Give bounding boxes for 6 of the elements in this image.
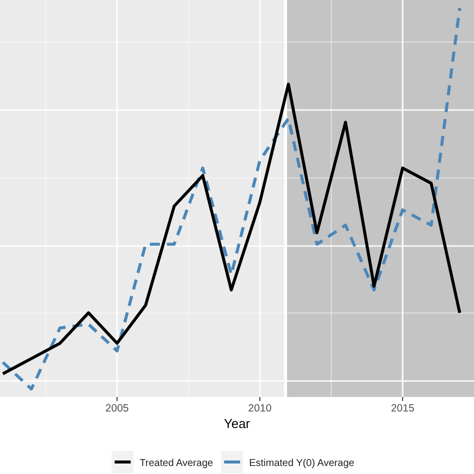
x-tick-label: 2015 — [390, 402, 414, 414]
legend-label: Estimated Y(0) Average — [249, 458, 355, 469]
x-tick-label: 2010 — [248, 402, 272, 414]
x-axis-title: Year — [224, 416, 251, 431]
x-tick-label: 2005 — [105, 402, 129, 414]
legend-label: Treated Average — [140, 458, 214, 469]
